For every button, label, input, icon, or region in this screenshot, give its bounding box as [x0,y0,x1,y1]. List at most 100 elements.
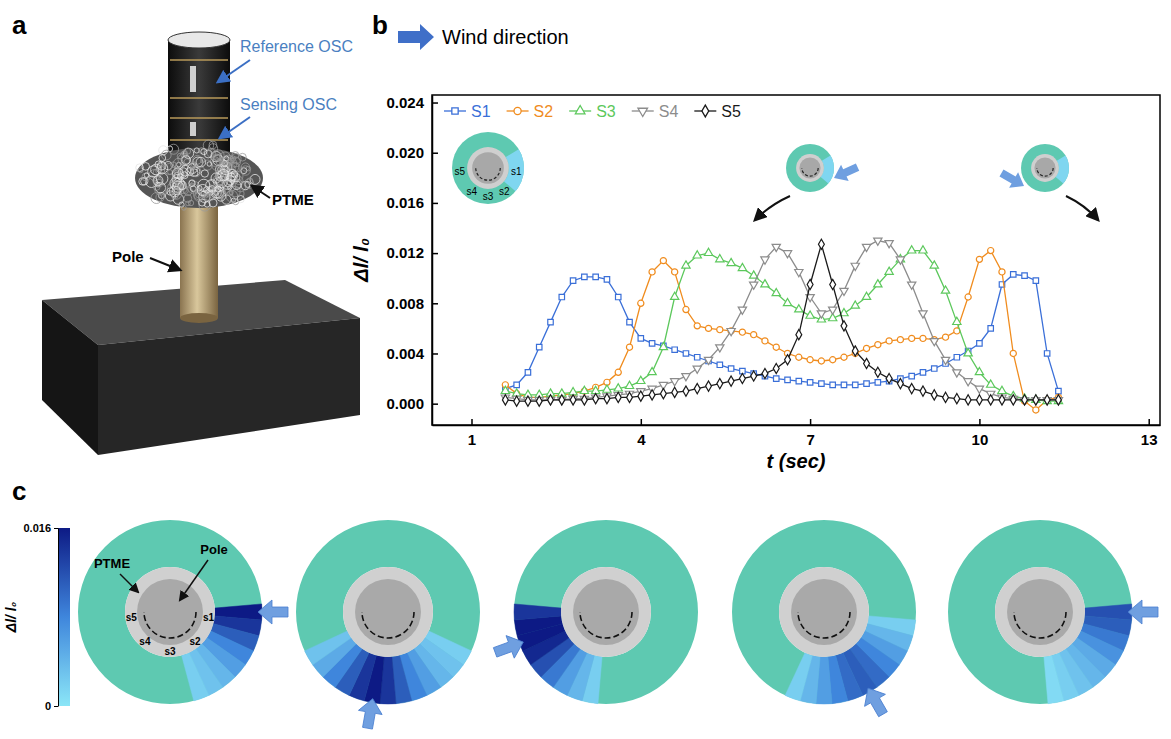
series-point [1022,273,1027,278]
ptme-fiber [181,151,188,158]
ptme-ring [296,520,480,704]
ptme-fiber [159,155,166,162]
tick-mark [432,152,438,154]
series-point [1010,350,1016,356]
series-point [932,366,937,371]
panel-letter: b [372,10,388,40]
tick-mark [641,419,643,425]
osc-band [170,59,228,61]
label: Pole [112,248,144,265]
sensor-label: s4 [139,636,151,647]
series-point [570,278,575,283]
series-point [862,244,870,251]
series-point [1055,395,1061,405]
series-point [783,251,791,258]
tick: 0 [45,700,58,712]
ptme-fiber [196,157,206,167]
tick-label: 0.004 [386,345,424,362]
series-point [604,394,610,404]
tick: 0.012 [386,244,438,261]
ptme-fiber [157,161,166,170]
series-point [875,367,881,377]
series-point [672,387,678,397]
series-point [638,336,643,341]
base-side [42,300,98,455]
series-point [976,256,982,262]
series-point [909,373,914,378]
series-point [853,382,858,387]
sensor-strip [1014,612,1066,638]
sector-cell [305,631,352,665]
label: Reference OSC [240,38,353,55]
series-point [772,288,780,295]
plot-marks [501,238,1062,413]
series-point [548,319,553,324]
colorbar [58,528,70,706]
ptme-fiber [241,163,249,171]
series-point [830,357,836,363]
legend-label: S3 [596,103,616,120]
pole-outer [995,567,1085,657]
legend-label: S4 [659,103,679,120]
sector-cell [1044,655,1064,703]
series-point [717,362,722,367]
ptme-fiber [213,154,220,161]
tick-mark [471,419,473,425]
series-point [864,358,870,368]
ptme-fiber [189,180,195,186]
tick: 0.020 [386,144,438,161]
series-point [638,391,644,401]
legend-symbol [452,108,458,114]
ptme-fiber [183,148,193,158]
series-point [885,267,893,274]
ptme-fiber [153,176,163,186]
series-point [999,269,1005,275]
series-point [774,376,779,381]
ptme-fiber [182,156,191,165]
ptme-fiber [201,170,208,177]
inset-sensors [1037,168,1053,176]
base-front [98,318,360,455]
series-point [614,384,622,391]
series-point [953,317,961,324]
series-point [785,355,791,365]
x-axis: 1471013 [433,419,1161,448]
series-point [728,366,733,371]
series-point [919,311,927,318]
ptme-fiber [168,170,173,175]
series-point [717,378,723,388]
pole-outer [779,567,869,657]
series-point [1033,407,1039,413]
label-arrow [252,186,270,198]
pole [355,579,421,645]
ptme-fiber [172,192,178,198]
tick: 10 [972,419,989,448]
colorbar-axis: 00.016 [23,522,58,712]
ptme-fiber [144,173,149,178]
series-point [683,306,689,312]
ptme-fiber [227,158,237,168]
label-arrow [220,117,250,138]
ptme-ring [514,520,698,704]
series-point [649,341,654,346]
tick-mark [979,419,981,425]
series-point [1011,272,1016,277]
series-point [672,269,678,275]
y-axis-title: Δl/ l₀ [350,238,372,283]
ptme-ring [948,520,1132,704]
series-point [514,382,519,387]
series-point [841,321,847,331]
tick: 0.004 [386,345,438,362]
series-line [505,251,1058,402]
series-point [695,355,700,360]
series-point [796,378,801,383]
tick-label: 7 [806,431,814,448]
label: PTME [94,556,130,571]
series-point [581,395,587,405]
series-point [502,395,508,405]
snapshot [732,520,916,720]
ptme-fiber [199,199,211,211]
series-point [897,378,903,388]
series-point [851,263,859,270]
inset-sensors [476,168,500,180]
